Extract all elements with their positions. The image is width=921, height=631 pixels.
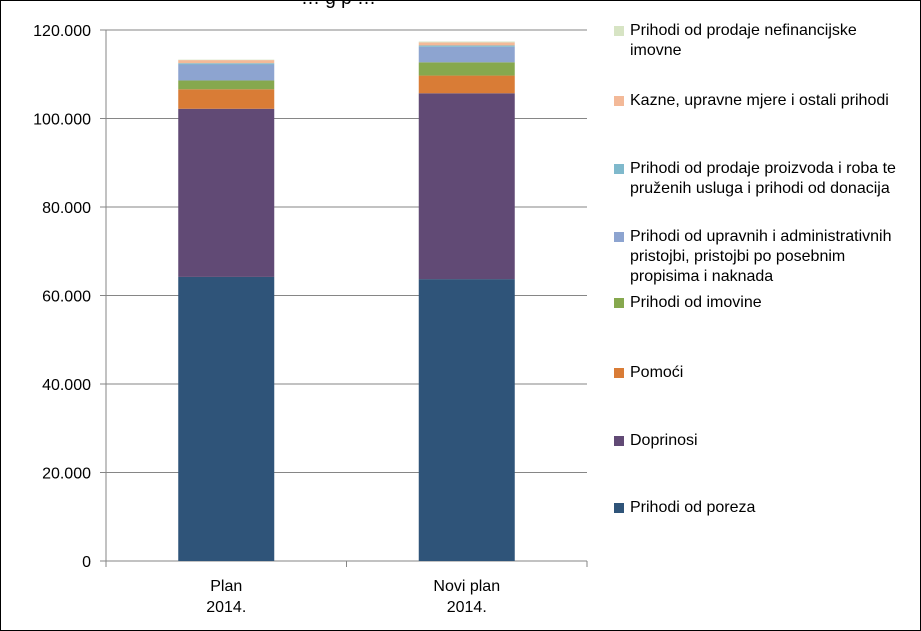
legend-swatch bbox=[614, 298, 624, 308]
bar-segment bbox=[178, 60, 275, 64]
bar-segment bbox=[178, 108, 275, 277]
y-tick-label: 80.000 bbox=[42, 200, 91, 217]
y-tick-label: 120.000 bbox=[33, 23, 91, 40]
legend-item: Prihodi od prodaje nefinancijske imovne bbox=[614, 21, 910, 61]
legend-swatch bbox=[614, 436, 624, 446]
y-tick-label: 60.000 bbox=[42, 289, 91, 306]
x-tick-label: Novi plan 2014. bbox=[433, 578, 500, 616]
y-tick-label: 100.000 bbox=[33, 112, 91, 129]
legend-swatch bbox=[614, 232, 624, 242]
legend-label: Doprinosi bbox=[630, 432, 698, 449]
bar-segment bbox=[418, 46, 515, 63]
bar-segment bbox=[178, 63, 275, 65]
bar-segment bbox=[178, 64, 275, 81]
y-tick-label: 0 bbox=[82, 554, 91, 571]
bar-segment bbox=[178, 80, 275, 90]
stacked-bar-chart: 0 20.000 40.000 60.000 80.000 100.000 120.000 P… bbox=[33, 23, 588, 616]
legend-item: Pomoći bbox=[614, 363, 910, 383]
bar-segment bbox=[418, 45, 515, 47]
bar-segment bbox=[418, 42, 515, 46]
legend-label: Prihodi od prodaje proizvoda i roba te p… bbox=[630, 160, 896, 197]
chart-title: … g p … bbox=[301, 0, 376, 10]
x-tick-label: Plan 2014. bbox=[206, 578, 246, 616]
bar-segment bbox=[418, 93, 515, 280]
bar-segment bbox=[418, 75, 515, 94]
y-tick-label: 40.000 bbox=[42, 377, 91, 394]
bar-segment bbox=[178, 89, 275, 109]
legend-item: Doprinosi bbox=[614, 431, 910, 451]
legend-label: Kazne, upravne mjere i ostali prihodi bbox=[630, 92, 889, 109]
legend-item: Prihodi od upravnih i administrativnih p… bbox=[614, 227, 910, 287]
legend-item: Prihodi od imovine bbox=[614, 293, 910, 313]
legend-swatch bbox=[614, 164, 624, 174]
legend-label: Prihodi od poreza bbox=[630, 499, 756, 516]
legend-item: Prihodi od prodaje proizvoda i roba te p… bbox=[614, 159, 910, 199]
legend-swatch bbox=[614, 96, 624, 106]
legend-item: Prihodi od poreza bbox=[614, 498, 910, 518]
legend-swatch bbox=[614, 503, 624, 513]
legend-item: Kazne, upravne mjere i ostali prihodi bbox=[614, 91, 910, 111]
bar-segment bbox=[418, 62, 515, 76]
y-tick-label: 20.000 bbox=[42, 466, 91, 483]
legend-swatch bbox=[614, 26, 624, 36]
legend-label: Prihodi od upravnih i administrativnih p… bbox=[630, 228, 892, 285]
bar-segment bbox=[418, 41, 515, 43]
bar-segment bbox=[418, 279, 515, 561]
legend-label: Pomoći bbox=[630, 364, 684, 381]
legend-label: Prihodi od prodaje nefinancijske imovne bbox=[630, 22, 857, 59]
legend-label: Prihodi od imovine bbox=[630, 294, 762, 311]
legend-swatch bbox=[614, 368, 624, 378]
bar-segment bbox=[178, 276, 275, 561]
